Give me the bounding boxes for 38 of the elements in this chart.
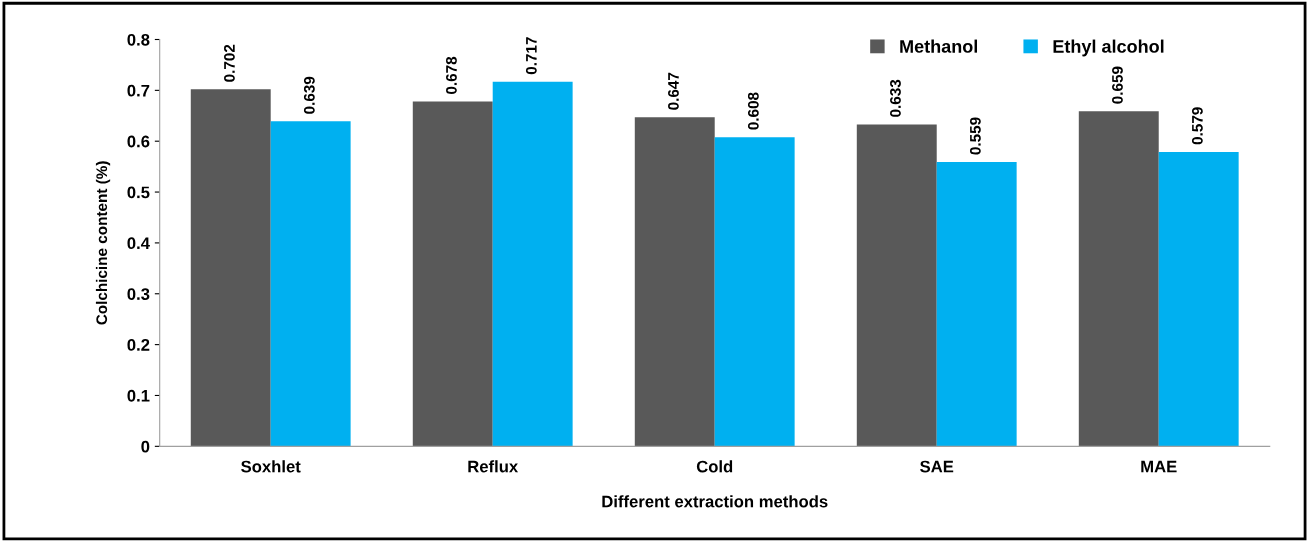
bar bbox=[492, 81, 573, 447]
bar bbox=[270, 121, 351, 447]
legend-label: Ethyl alcohol bbox=[1053, 39, 1164, 57]
data-label: 0.639 bbox=[303, 76, 315, 114]
bar bbox=[936, 162, 1017, 447]
bar bbox=[634, 117, 715, 447]
y-tick-label: 0.5 bbox=[127, 186, 150, 199]
x-axis-title: Different extraction methods bbox=[602, 495, 828, 508]
data-label: 0.647 bbox=[668, 72, 679, 110]
y-tick-label: 0.4 bbox=[127, 237, 150, 250]
data-label: 0.579 bbox=[1191, 107, 1203, 145]
y-tick-label: 0.7 bbox=[127, 84, 150, 97]
y-tick-label: 0.2 bbox=[127, 339, 150, 351]
data-label: 0.559 bbox=[969, 117, 981, 155]
bar bbox=[412, 101, 493, 447]
x-tick-label: MAE bbox=[1141, 460, 1177, 473]
bar bbox=[1078, 111, 1159, 447]
y-tick-label: 0.6 bbox=[127, 135, 150, 148]
x-tick-label: Soxhlet bbox=[241, 460, 301, 473]
bar bbox=[1158, 151, 1239, 447]
y-tick-label: 0.1 bbox=[127, 389, 150, 402]
y-tick-label: 0 bbox=[141, 440, 150, 453]
legend-label: Methanol bbox=[900, 39, 978, 53]
bar bbox=[714, 137, 795, 447]
data-label: 0.633 bbox=[890, 79, 901, 117]
x-tick-label: SAE bbox=[920, 460, 954, 473]
data-label: 0.678 bbox=[446, 56, 457, 94]
data-label: 0.659 bbox=[1112, 66, 1123, 104]
y-axis-title: Colchicine content (%) bbox=[95, 161, 111, 325]
data-label: 0.717 bbox=[525, 37, 537, 75]
y-tick-label: 0.3 bbox=[127, 288, 150, 300]
data-label: 0.608 bbox=[747, 92, 759, 130]
x-tick-label: Reflux bbox=[468, 460, 519, 473]
bar bbox=[856, 124, 937, 447]
y-tick-label: 0.8 bbox=[127, 33, 150, 46]
x-tick-label: Cold bbox=[696, 460, 733, 473]
bar bbox=[190, 89, 271, 447]
data-label: 0.702 bbox=[224, 44, 235, 82]
